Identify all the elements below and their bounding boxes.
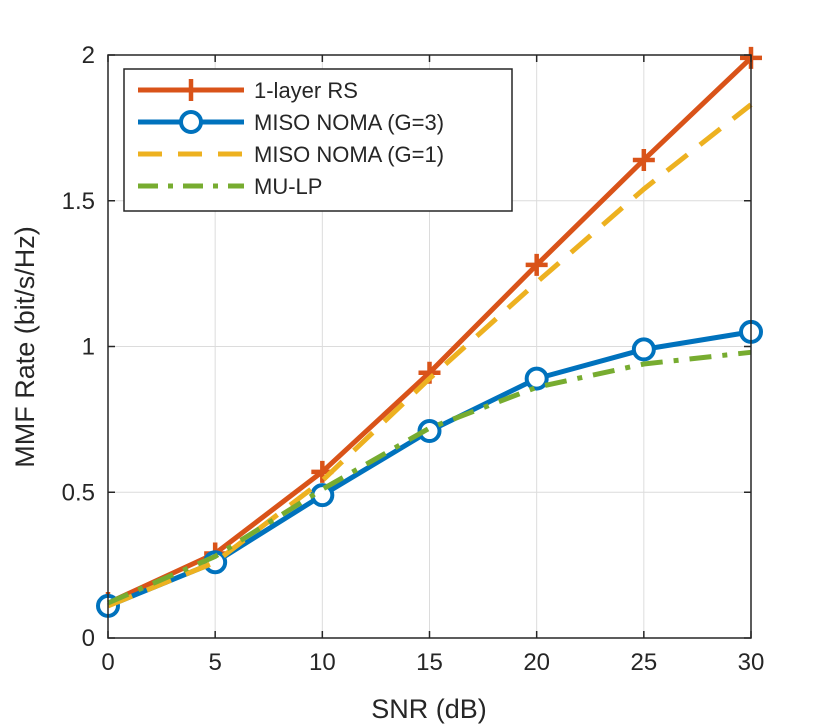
series-2 [107, 102, 753, 609]
x-tick-label: 10 [309, 649, 336, 676]
legend: 1-layer RS MISO NOMA (G=3) MISO NOMA (G=1)… [123, 68, 513, 212]
legend-label: MISO NOMA (G=3) [254, 110, 444, 135]
legend-label: MU-LP [254, 174, 322, 199]
data-point [631, 337, 656, 362]
y-axis-title: MMF Rate (bit/s/Hz) [10, 226, 40, 468]
series-line [107, 102, 753, 609]
y-tick-label: 0.5 [62, 479, 95, 506]
x-tick-label: 25 [630, 649, 657, 676]
y-tick-label: 1 [82, 334, 95, 361]
legend-marker [180, 79, 202, 101]
legend-label: 1-layer RS [254, 78, 358, 103]
y-tick-label: 2 [82, 42, 95, 69]
y-tick-label: 0 [82, 625, 95, 652]
data-point [525, 253, 548, 276]
legend-label: MISO NOMA (G=1) [254, 142, 444, 167]
series-layer [96, 46, 763, 618]
x-tick-label: 15 [416, 649, 443, 676]
data-point [632, 148, 655, 171]
data-point [310, 483, 335, 508]
x-tick-label: 5 [208, 649, 221, 676]
axes-layer: 0 5 10 15 20 25 30 0 0.5 1 1.5 2 [62, 42, 765, 676]
data-point [524, 366, 549, 391]
x-axis-title: SNR (dB) [371, 694, 487, 724]
x-tick-label: 30 [738, 649, 765, 676]
series-3 [107, 349, 752, 606]
y-tick-label: 1.5 [62, 188, 95, 215]
series-line [107, 349, 752, 606]
x-tick-label: 20 [523, 649, 550, 676]
x-tick-label: 0 [101, 649, 114, 676]
legend-marker [179, 110, 203, 134]
